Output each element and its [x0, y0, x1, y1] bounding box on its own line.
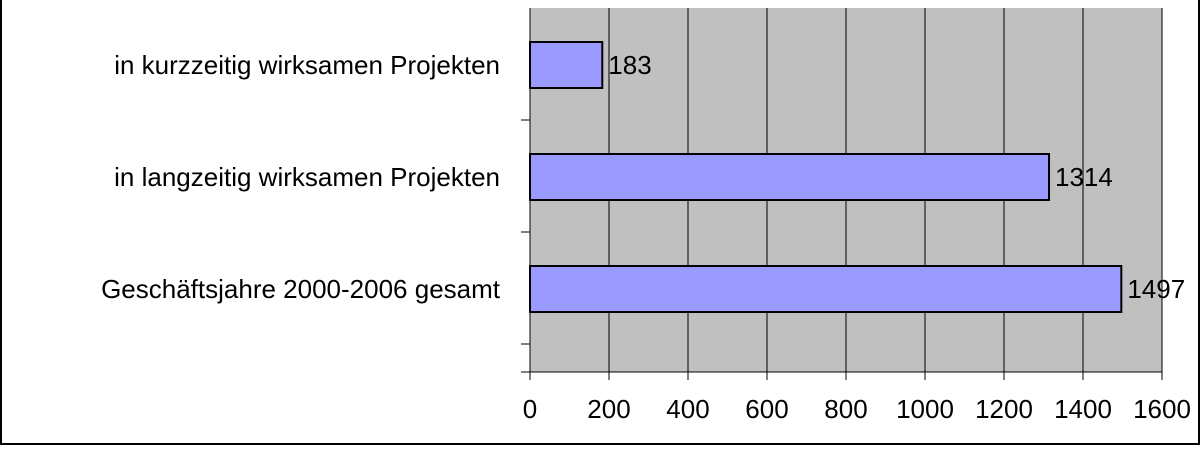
y-tick-label: in langzeitig wirksamen Projekten — [114, 162, 500, 192]
x-tick-label: 1000 — [896, 394, 954, 424]
x-tick-label: 200 — [587, 394, 630, 424]
x-tick-label: 0 — [523, 394, 537, 424]
x-tick-label: 1200 — [975, 394, 1033, 424]
x-tick-label: 600 — [745, 394, 788, 424]
y-tick-label: Geschäftsjahre 2000-2006 gesamt — [101, 274, 501, 304]
value-label: 1497 — [1127, 274, 1185, 304]
x-tick-label: 1600 — [1133, 394, 1191, 424]
value-label: 1314 — [1055, 162, 1113, 192]
bar — [529, 41, 604, 89]
x-tick-label: 800 — [824, 394, 867, 424]
bar — [529, 265, 1123, 313]
x-tick-label: 400 — [666, 394, 709, 424]
y-tick-label: in kurzzeitig wirksamen Projekten — [114, 50, 500, 80]
bar — [529, 153, 1051, 201]
value-label: 183 — [608, 50, 651, 80]
x-tick-label: 1400 — [1054, 394, 1112, 424]
